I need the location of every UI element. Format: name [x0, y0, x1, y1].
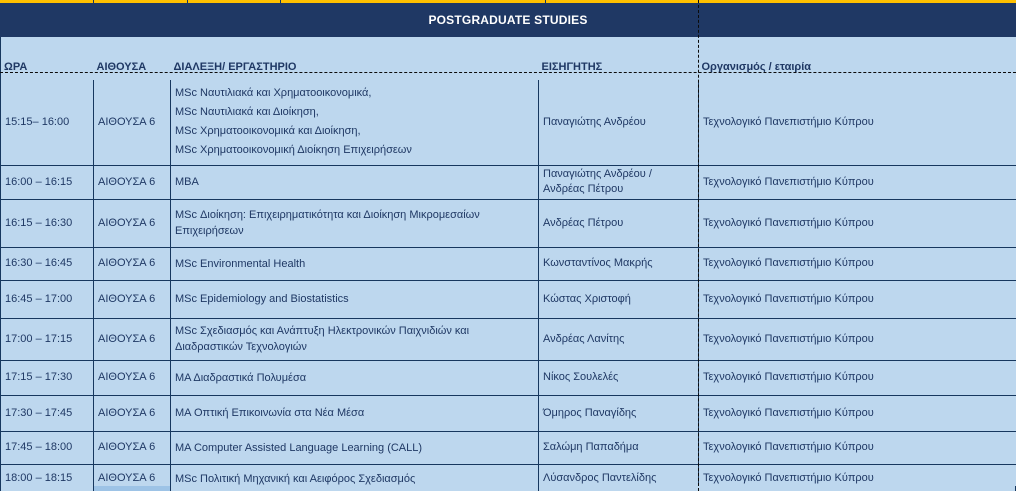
table-row: 16:15 – 16:30 ΑΙΘΟΥΣΑ 6 MSc Διοίκηση: Επιχ…	[0, 198, 1016, 248]
lecture-cell[interactable]: MSc Διοίκηση: Επιχειρηματικότητα και Διο…	[170, 198, 539, 248]
room-cell[interactable]: ΑΙΘΟΥΣΑ 6	[93, 279, 171, 319]
table-row: 17:00 – 17:15 ΑΙΘΟΥΣΑ 6 MSc Σχεδιασμός και…	[0, 317, 1016, 361]
table-title-bar: POSTGRADUATE STUDIES	[0, 3, 1016, 37]
lecture-line: MSc Χρηματοοικονομικά και Διοίκηση,	[175, 125, 361, 138]
org-cell[interactable]: Τεχνολογικό Πανεπιστήμιο Κύπρου	[698, 317, 1016, 361]
table-row: 16:30 – 16:45 ΑΙΘΟΥΣΑ 6 MSc Environmental …	[0, 246, 1016, 281]
grid-line	[0, 486, 1, 491]
lecture-line: MSc Ναυτιλιακά και Διοίκηση,	[175, 106, 319, 119]
time-cell[interactable]: 16:45 – 17:00	[0, 279, 94, 319]
next-row-sliver	[0, 486, 1016, 491]
time-cell[interactable]: 17:30 – 17:45	[0, 394, 94, 432]
org-cell[interactable]: Τεχνολογικό Πανεπιστήμιο Κύπρου	[698, 279, 1016, 319]
lecture-line: MSc Χρηματοοικονομική Διοίκηση Επιχειρήσ…	[175, 144, 412, 157]
org-cell[interactable]: Τεχνολογικό Πανεπιστήμιο Κύπρου	[698, 80, 1016, 166]
header-row: ΩΡΑ ΑΙΘΟΥΣΑ ΔΙΑΛΕΞΗ/ ΕΡΓΑΣΤΗΡΙΟ ΕΙΣΗΓΗΤΗ…	[0, 37, 1016, 80]
lecture-line: MSc Διοίκηση: Επιχειρηματικότητα και Διο…	[175, 209, 480, 237]
room-cell[interactable]: ΑΙΘΟΥΣΑ 6	[93, 164, 171, 200]
grid-line	[538, 486, 539, 491]
lecture-line: ΜΑ Οπτική Επικοινωνία στα Νέα Μέσα	[175, 407, 365, 419]
lecture-line: MSc Ναυτιλιακά και Χρηματοοικονομικά,	[175, 87, 372, 100]
lecture-line: ΜΑ Διαδραστικά Πολυμέσα	[175, 371, 307, 384]
lecture-cell[interactable]: MA Computer Assisted Language Learning (…	[170, 430, 539, 465]
org-cell[interactable]: Τεχνολογικό Πανεπιστήμιο Κύπρου	[698, 198, 1016, 248]
presenter-cell[interactable]: Παναγιώτης Ανδρέου	[538, 80, 699, 166]
org-cell[interactable]: Τεχνολογικό Πανεπιστήμιο Κύπρου	[698, 246, 1016, 281]
org-cell[interactable]: Τεχνολογικό Πανεπιστήμιο Κύπρου	[698, 430, 1016, 465]
column-header-time[interactable]: ΩΡΑ	[0, 37, 94, 80]
room-cell[interactable]: ΑΙΘΟΥΣΑ 6	[93, 317, 171, 361]
presenter-cell[interactable]: Κωνσταντίνος Μακρής	[538, 246, 699, 281]
column-header-org[interactable]: Οργανισμός / εταιρία	[698, 37, 1016, 80]
room-cell[interactable]: ΑΙΘΟΥΣΑ 6	[93, 198, 171, 248]
room-cell[interactable]: ΑΙΘΟΥΣΑ 6	[93, 246, 171, 281]
lecture-line: MBA	[175, 176, 199, 188]
lecture-cell[interactable]: MSc Σχεδιασμός και Ανάπτυξη Ηλεκτρονικών…	[170, 317, 539, 361]
room-cell[interactable]: ΑΙΘΟΥΣΑ 6	[93, 80, 171, 166]
grid-tick	[93, 0, 94, 3]
presenter-cell[interactable]: Παναγιώτης Ανδρέου / Ανδρέας Πέτρου	[538, 164, 699, 200]
yellow-row-sliver	[0, 0, 1016, 3]
room-cell[interactable]: ΑΙΘΟΥΣΑ 6	[93, 430, 171, 465]
schedule-tbody: 15:15– 16:00 ΑΙΘΟΥΣΑ 6 MSc Ναυτιλιακά και …	[0, 80, 1016, 491]
room-cell[interactable]: ΑΙΘΟΥΣΑ 6	[93, 394, 171, 432]
table-row: 15:15– 16:00 ΑΙΘΟΥΣΑ 6 MSc Ναυτιλιακά και …	[0, 80, 1016, 166]
grid-line	[93, 486, 94, 491]
table-row: 16:00 – 16:15 ΑΙΘΟΥΣΑ 6 MBA Παναγιώτης Ανδρ…	[0, 164, 1016, 200]
page-break-horizontal-line	[0, 72, 1016, 73]
time-cell[interactable]: 17:45 – 18:00	[0, 430, 94, 465]
room-cell-sliver	[94, 486, 170, 491]
lecture-line: MSc Σχεδιασμός και Ανάπτυξη Ηλεκτρονικών…	[175, 325, 470, 353]
time-cell[interactable]: 15:15– 16:00	[0, 80, 94, 166]
page-title: POSTGRADUATE STUDIES	[428, 13, 588, 27]
org-cell[interactable]: Τεχνολογικό Πανεπιστήμιο Κύπρου	[698, 359, 1016, 396]
table-row: 17:30 – 17:45 ΑΙΘΟΥΣΑ 6 ΜΑ Οπτική Επικοινω…	[0, 394, 1016, 432]
time-cell[interactable]: 17:15 – 17:30	[0, 359, 94, 396]
lecture-cell[interactable]: MSc Environmental Health	[170, 246, 539, 281]
presenter-cell[interactable]: Όμηρος Παναγίδης	[538, 394, 699, 432]
lecture-cell[interactable]: MSc Epidemiology and Biostatistics	[170, 279, 539, 319]
grid-line	[170, 486, 171, 491]
lecture-line: MSc Environmental Health	[175, 257, 306, 270]
org-cell[interactable]: Τεχνολογικό Πανεπιστήμιο Κύπρου	[698, 394, 1016, 432]
table-row: 17:15 – 17:30 ΑΙΘΟΥΣΑ 6 ΜΑ Διαδραστικά Πολ…	[0, 359, 1016, 396]
lecture-cell[interactable]: MBA	[170, 164, 539, 200]
time-cell[interactable]: 17:00 – 17:15	[0, 317, 94, 361]
schedule-table: ΩΡΑ ΑΙΘΟΥΣΑ ΔΙΑΛΕΞΗ/ ΕΡΓΑΣΤΗΡΙΟ ΕΙΣΗΓΗΤΗ…	[0, 37, 1016, 491]
grid-tick	[545, 0, 546, 3]
presenter-cell[interactable]: Ανδρέας Λανίτης	[538, 317, 699, 361]
table-header: ΩΡΑ ΑΙΘΟΥΣΑ ΔΙΑΛΕΞΗ/ ΕΡΓΑΣΤΗΡΙΟ ΕΙΣΗΓΗΤΗ…	[0, 37, 1016, 80]
time-cell[interactable]: 16:15 – 16:30	[0, 198, 94, 248]
room-cell[interactable]: ΑΙΘΟΥΣΑ 6	[93, 359, 171, 396]
time-cell[interactable]: 16:30 – 16:45	[0, 246, 94, 281]
lecture-cell[interactable]: ΜΑ Διαδραστικά Πολυμέσα	[170, 359, 539, 396]
time-cell[interactable]: 16:00 – 16:15	[0, 164, 94, 200]
presenter-cell[interactable]: Ανδρέας Πέτρου	[538, 198, 699, 248]
table-row: 17:45 – 18:00 ΑΙΘΟΥΣΑ 6 MA Computer Assist…	[0, 430, 1016, 465]
grid-tick	[280, 0, 281, 3]
presenter-cell[interactable]: Σαλώμη Παπαδήμα	[538, 430, 699, 465]
presenter-cell[interactable]: Κώστας Χριστοφή	[538, 279, 699, 319]
column-header-lecture[interactable]: ΔΙΑΛΕΞΗ/ ΕΡΓΑΣΤΗΡΙΟ	[170, 37, 539, 80]
lecture-line: MSc Πολιτική Μηχανική και Αειφόρος Σχεδι…	[175, 472, 416, 485]
column-header-presenter[interactable]: ΕΙΣΗΓΗΤΗΣ	[538, 37, 699, 80]
grid-tick	[187, 0, 188, 3]
table-row: 16:45 – 17:00 ΑΙΘΟΥΣΑ 6 MSc Epidemiology a…	[0, 279, 1016, 319]
presenter-cell[interactable]: Νίκος Σουλελές	[538, 359, 699, 396]
lecture-line: MA Computer Assisted Language Learning (…	[175, 441, 423, 454]
lecture-line: MSc Epidemiology and Biostatistics	[175, 293, 349, 305]
org-cell[interactable]: Τεχνολογικό Πανεπιστήμιο Κύπρου	[698, 164, 1016, 200]
page-break-vertical-line	[698, 0, 699, 491]
column-header-room[interactable]: ΑΙΘΟΥΣΑ	[93, 37, 171, 80]
lecture-cell[interactable]: MSc Ναυτιλιακά και Χρηματοοικονομικά, MSc…	[170, 80, 539, 166]
lecture-cell[interactable]: ΜΑ Οπτική Επικοινωνία στα Νέα Μέσα	[170, 394, 539, 432]
